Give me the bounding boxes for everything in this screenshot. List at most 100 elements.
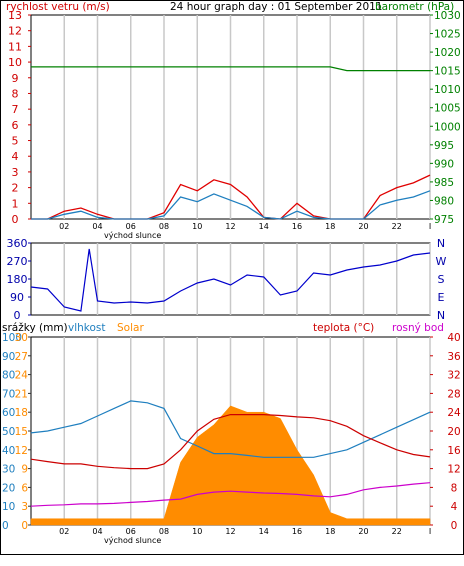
humidity-tick-label: 10	[2, 501, 15, 513]
solar-tick-label: 18	[15, 407, 28, 419]
solar-tick-label: 15	[15, 426, 28, 438]
wind-time-axis: 02 04 06 08 10 12 14 16 18 20 22 I	[59, 222, 431, 231]
temp-tick-label: 36	[447, 351, 461, 363]
sunrise-label-top: východ slunce	[104, 231, 161, 240]
time-tick-label: 10	[192, 527, 202, 536]
time-tick-label: 18	[325, 527, 335, 536]
wind-tick-label: 3	[12, 166, 19, 179]
wind-tick-label: 2	[12, 182, 19, 195]
wind-chart-grid	[63, 15, 431, 219]
time-tick-label: 14	[259, 527, 269, 536]
time-tick-label: 04	[92, 222, 102, 231]
solar-tick-label: 0	[21, 520, 28, 532]
pressure-tick-label: 1000	[434, 121, 461, 133]
wind-tick-label: 0	[12, 213, 19, 226]
wind-axis-label: rychlost vetru (m/s)	[6, 1, 110, 13]
pressure-tick-label: 975	[434, 214, 454, 226]
time-tick-label: 04	[92, 527, 102, 536]
wind-tick-label: 10	[8, 56, 22, 69]
pressure-tick-label: 1030	[434, 10, 461, 22]
temperature-line	[30, 414, 431, 470]
time-tick-label: 12	[225, 527, 235, 536]
time-tick-label: 08	[159, 222, 169, 231]
compass-tick-label: E	[438, 291, 445, 304]
compass-tick-label: W	[436, 255, 447, 268]
wind-speed-line	[31, 190, 431, 220]
time-tick-label: 16	[292, 222, 302, 231]
direction-tick-label: 360	[7, 237, 28, 250]
temp-tick-label: 16	[447, 445, 461, 457]
direction-left-axis: 0 90 180 270 360	[7, 237, 31, 322]
wind-chart-lines	[31, 66, 431, 220]
pressure-tick-label: 995	[434, 140, 454, 152]
dewpoint-label: rosný bod	[392, 322, 444, 334]
humidity-tick-label: 100	[2, 332, 22, 344]
temp-tick-label: 32	[447, 370, 460, 382]
direction-chart-grid	[63, 243, 431, 315]
solar-area-fill	[30, 405, 431, 526]
time-tick-label: I	[429, 527, 431, 536]
wind-tick-label: 5	[12, 135, 19, 148]
wind-tick-label: 12	[8, 25, 22, 38]
pressure-tick-label: 1020	[434, 47, 461, 59]
time-tick-label: 06	[126, 222, 136, 231]
time-tick-label: I	[429, 222, 431, 231]
temp-tick-label: 24	[447, 407, 461, 419]
solar-area	[30, 405, 431, 526]
humidity-tick-label: 0	[2, 520, 9, 532]
temp-tick-label: 8	[451, 482, 458, 494]
compass-tick-label: N	[437, 237, 445, 250]
solar-tick-label: 27	[15, 351, 28, 363]
pressure-axis-label: barometr (hPa)	[375, 1, 454, 13]
temperature-label: teplota (°C)	[313, 322, 374, 334]
wind-tick-label: 8	[12, 87, 19, 100]
time-tick-label: 14	[259, 222, 269, 231]
time-tick-label: 20	[358, 222, 368, 231]
time-tick-label: 12	[225, 222, 235, 231]
humidity-tick-label: 30	[2, 464, 15, 476]
temp-tick-label: 0	[451, 520, 458, 532]
rain-time-axis: 02 04 06 08 10 12 14 16 18 20 22 I	[59, 527, 431, 536]
temp-tick-label: 40	[447, 332, 460, 344]
pressure-tick-label: 1015	[434, 66, 461, 78]
solar-tick-label: 3	[21, 501, 28, 513]
humidity-tick-label: 90	[2, 351, 15, 363]
time-tick-label: 10	[192, 222, 202, 231]
solar-tick-label: 21	[15, 388, 28, 400]
direction-tick-label: 90	[10, 291, 24, 304]
wind-direction-line	[30, 248, 431, 312]
wind-tick-label: 7	[12, 103, 19, 116]
rain-chart-lines	[30, 400, 431, 507]
direction-chart-lines	[30, 248, 431, 312]
solar-tick-label: 24	[15, 370, 29, 382]
direction-tick-label: 270	[7, 255, 28, 268]
time-tick-label: 20	[358, 527, 368, 536]
pressure-tick-label: 1010	[434, 84, 461, 96]
temp-tick-label: 28	[447, 388, 460, 400]
humidity-tick-label: 80	[2, 370, 15, 382]
temp-tick-label: 12	[447, 464, 460, 476]
solar-tick-label: 30	[15, 332, 28, 344]
temperature-right-axis: 0 4 8 12 16 20 24 28 32 36 40	[430, 332, 461, 532]
wind-tick-label: 4	[12, 150, 19, 163]
rain-label: srážky (mm)	[2, 322, 68, 334]
time-tick-label: 02	[59, 527, 69, 536]
solar-tick-label: 6	[21, 482, 28, 494]
time-tick-label: 22	[392, 222, 402, 231]
solar-label: Solar	[117, 322, 144, 334]
page-title: 24 hour graph day : 01 September 2011	[170, 1, 382, 13]
humidity-label: vlhkost	[68, 322, 106, 334]
pressure-tick-label: 1025	[434, 29, 461, 41]
humidity-tick-label: 50	[2, 426, 15, 438]
sunrise-label-bottom: východ slunce	[104, 536, 161, 545]
compass-tick-label: N	[437, 309, 445, 322]
temp-tick-label: 4	[451, 501, 458, 513]
dewpoint-line	[30, 482, 431, 507]
time-tick-label: 08	[159, 527, 169, 536]
wind-tick-label: 13	[8, 9, 22, 22]
solar-tick-label: 12	[15, 445, 28, 457]
direction-tick-label: 0	[14, 309, 21, 322]
pressure-right-axis: 975 980 985 990 995 1000 1005 1010 1015 1020 1025 1…	[430, 10, 461, 226]
